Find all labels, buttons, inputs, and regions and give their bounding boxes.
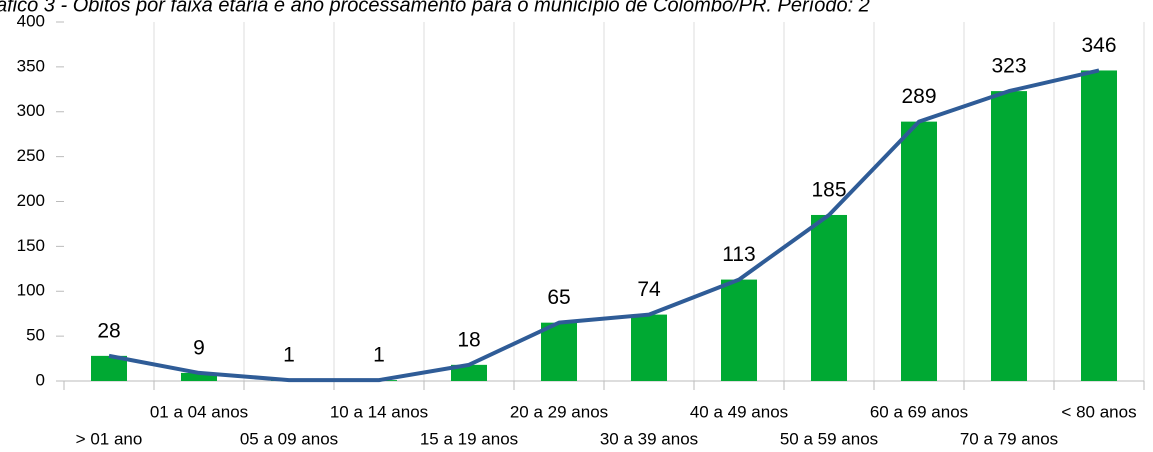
bar bbox=[451, 364, 487, 381]
data-label: 113 bbox=[722, 243, 755, 266]
data-label: 185 bbox=[811, 179, 846, 202]
data-label: 9 bbox=[193, 336, 205, 359]
x-tick-label: 15 a 19 anos bbox=[420, 429, 518, 448]
chart-title: áfico 3 - Óbitos por faixa etária e ano … bbox=[0, 0, 870, 16]
y-tick-label: 400 bbox=[17, 11, 45, 30]
bar bbox=[1081, 70, 1117, 381]
x-tick-label: 70 a 79 anos bbox=[960, 429, 1058, 448]
x-tick-label: 01 a 04 anos bbox=[150, 402, 248, 421]
y-tick-label: 300 bbox=[17, 101, 45, 120]
bar bbox=[631, 314, 667, 381]
x-tick-label: < 80 anos bbox=[1061, 402, 1136, 421]
data-label: 323 bbox=[991, 55, 1026, 78]
bar bbox=[991, 91, 1027, 382]
data-label: 1 bbox=[283, 344, 295, 367]
y-tick-label: 0 bbox=[36, 370, 45, 389]
data-label: 346 bbox=[1081, 34, 1116, 57]
x-tick-label: 05 a 09 anos bbox=[240, 429, 338, 448]
bar bbox=[181, 372, 217, 381]
x-tick-label: 30 a 39 anos bbox=[600, 429, 698, 448]
data-label: 74 bbox=[637, 278, 661, 301]
x-tick-label: 60 a 69 anos bbox=[870, 402, 968, 421]
x-tick-label: 50 a 59 anos bbox=[780, 429, 878, 448]
x-tick-label: > 01 ano bbox=[76, 429, 143, 448]
data-label: 1 bbox=[373, 344, 385, 367]
data-label: 18 bbox=[457, 328, 480, 351]
y-tick-label: 200 bbox=[17, 191, 45, 210]
data-label: 28 bbox=[97, 319, 120, 342]
y-tick-label: 250 bbox=[17, 146, 45, 165]
y-tick-label: 100 bbox=[17, 281, 45, 300]
line bbox=[108, 68, 1100, 383]
x-tick-label: 20 a 29 anos bbox=[510, 402, 608, 421]
x-tick-label: 10 a 14 anos bbox=[330, 402, 428, 421]
data-label: 65 bbox=[547, 286, 570, 309]
y-tick-label: 150 bbox=[17, 236, 45, 255]
bar bbox=[811, 214, 847, 381]
bar bbox=[901, 121, 937, 381]
x-tick-label: 40 a 49 anos bbox=[690, 402, 788, 421]
bar bbox=[541, 322, 577, 381]
y-tick-label: 350 bbox=[17, 56, 45, 75]
bar bbox=[721, 279, 757, 381]
data-label: 289 bbox=[901, 85, 936, 108]
y-tick-label: 50 bbox=[26, 326, 45, 345]
